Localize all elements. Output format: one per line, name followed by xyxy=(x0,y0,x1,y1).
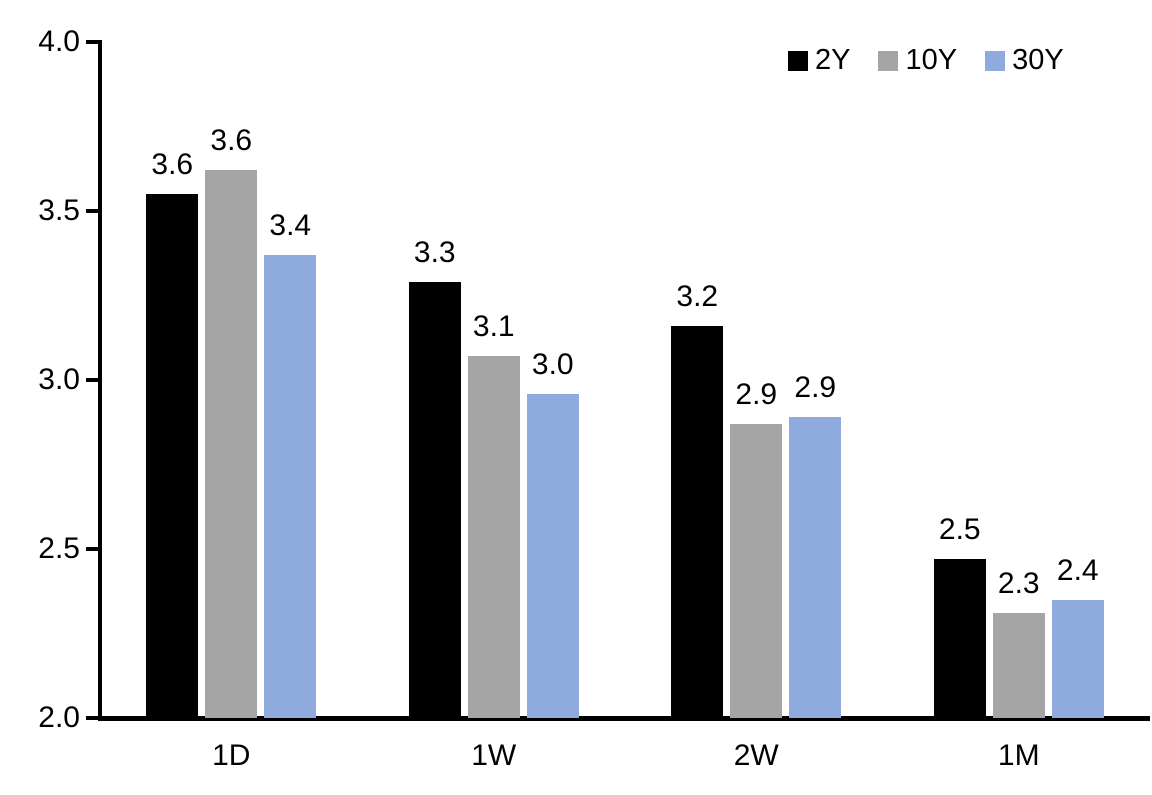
data-label-30y-1d: 3.4 xyxy=(269,208,312,242)
y-axis-line xyxy=(98,40,102,721)
y-tick-label-3-0: 3.0 xyxy=(38,363,80,396)
data-label-2y-2w: 3.2 xyxy=(676,279,719,313)
bar-2y-2w xyxy=(671,325,724,718)
y-axis-tick xyxy=(86,547,98,551)
data-label-10y-1m: 2.3 xyxy=(997,567,1040,601)
legend-swatch-30y-icon xyxy=(985,50,1006,71)
data-label-30y-1w: 3.0 xyxy=(531,347,574,381)
legend-swatch-2y-icon xyxy=(788,50,808,71)
data-label-30y-1m: 2.4 xyxy=(1056,553,1099,587)
bar-10y-1d xyxy=(205,170,258,718)
x-category-label-2w: 2W xyxy=(733,739,779,772)
legend-label-30y: 30Y xyxy=(1012,44,1064,76)
legend-item-2y: 2Y xyxy=(788,46,850,75)
legend-item-30y: 30Y xyxy=(985,46,1064,75)
y-axis-tick xyxy=(86,716,98,720)
y-axis-tick xyxy=(86,40,98,44)
bar-2y-1d xyxy=(146,194,199,718)
data-label-2y-1w: 3.3 xyxy=(413,235,456,269)
x-axis-line xyxy=(98,716,1150,721)
legend: 2Y 10Y 30Y xyxy=(788,46,1064,75)
y-tick-label-2-5: 2.5 xyxy=(38,532,80,565)
bar-30y-1w xyxy=(526,393,579,718)
data-label-10y-2w: 2.9 xyxy=(735,377,778,411)
y-tick-label-4-0: 4.0 xyxy=(38,25,80,58)
legend-swatch-10y-icon xyxy=(878,50,899,71)
data-label-2y-1d: 3.6 xyxy=(151,148,194,182)
data-label-10y-1d: 3.6 xyxy=(210,124,253,158)
y-tick-label-2-0: 2.0 xyxy=(38,701,80,734)
legend-item-10y: 10Y xyxy=(878,46,957,75)
bar-30y-2w xyxy=(789,417,842,718)
bar-2y-1w xyxy=(408,281,461,718)
legend-label-10y: 10Y xyxy=(905,44,958,76)
bar-10y-1m xyxy=(992,613,1045,718)
bar-10y-1w xyxy=(467,356,520,718)
data-label-2y-1m: 2.5 xyxy=(938,513,981,547)
data-label-10y-1w: 3.1 xyxy=(472,310,515,344)
y-axis-tick xyxy=(86,378,98,382)
bar-10y-2w xyxy=(730,423,783,718)
legend-label-2y: 2Y xyxy=(815,44,851,76)
x-category-label-1m: 1M xyxy=(997,739,1040,772)
y-axis-tick xyxy=(86,209,98,213)
x-category-label-1w: 1W xyxy=(471,739,517,772)
x-category-label-1d: 1D xyxy=(212,739,251,772)
data-label-30y-2w: 2.9 xyxy=(794,371,837,405)
bar-30y-1d xyxy=(264,254,317,718)
bar-2y-1m xyxy=(933,559,986,718)
y-tick-label-3-5: 3.5 xyxy=(38,194,80,227)
bar-30y-1m xyxy=(1051,599,1104,718)
